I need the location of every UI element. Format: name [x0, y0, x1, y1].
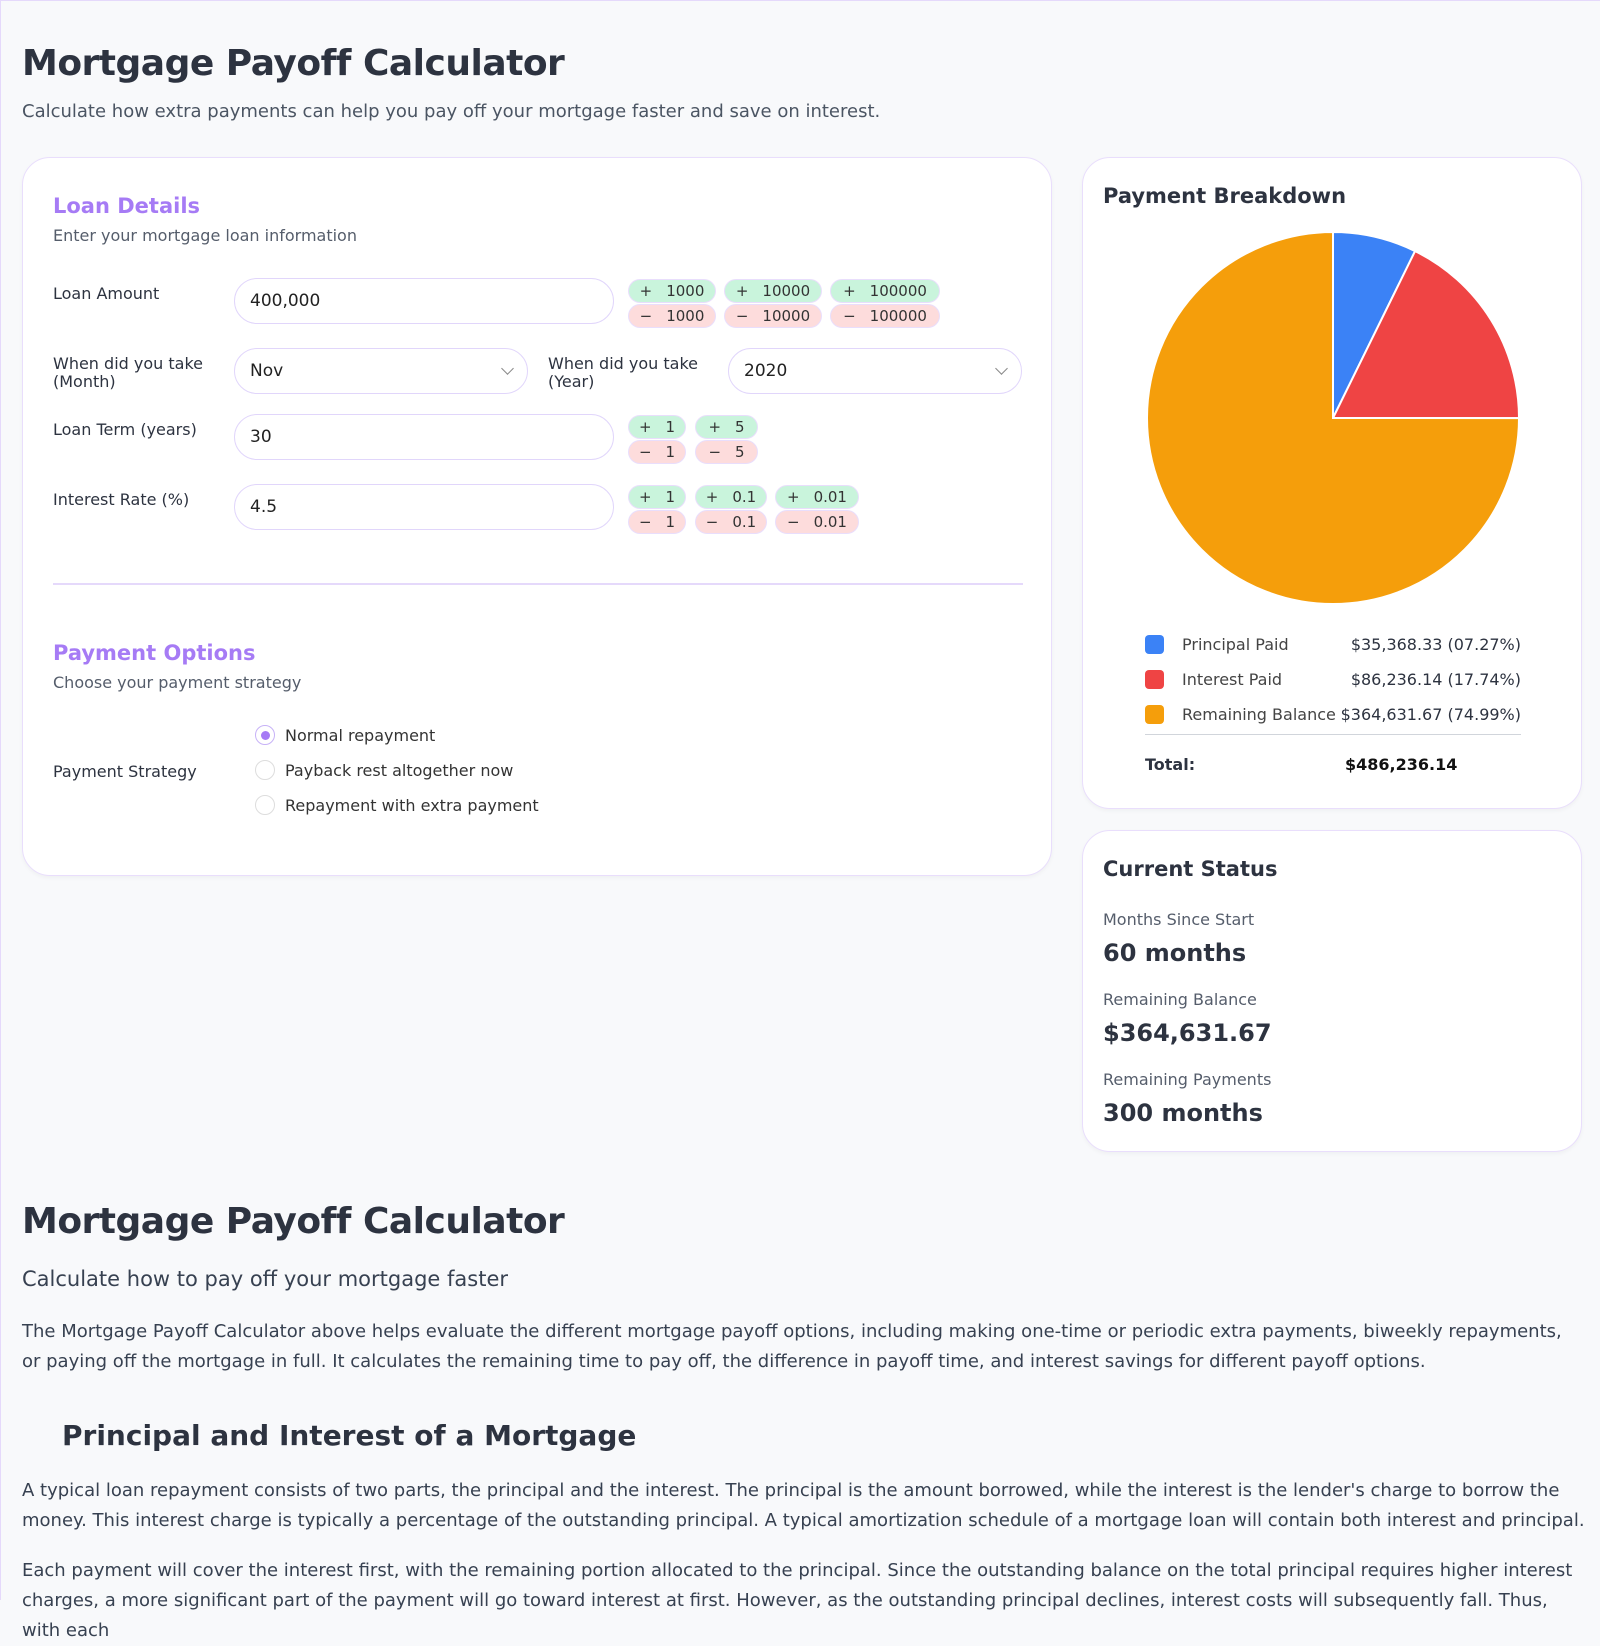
months-since-value: 60 months [1103, 939, 1247, 967]
month-select[interactable]: Nov [234, 348, 528, 394]
rate-minus-0.1-button[interactable]: −0.1 [695, 510, 767, 534]
rate-label: Interest Rate (%) [53, 490, 190, 509]
legend-remaining: Remaining Balance $364,631.67 (74.99%) [1145, 705, 1521, 724]
article-heading-principal-interest: Principal and Interest of a Mortgage [62, 1419, 637, 1452]
plus-100000-button[interactable]: +100000 [830, 279, 940, 303]
term-label: Loan Term (years) [53, 420, 197, 439]
minus-1000-button[interactable]: −1000 [628, 304, 716, 328]
term-plus-5-button[interactable]: +5 [695, 415, 758, 439]
minus-10000-button[interactable]: −10000 [724, 304, 822, 328]
total-value: $486,236.14 [1345, 755, 1458, 774]
chevron-down-icon [995, 362, 1008, 375]
legend-divider [1145, 734, 1521, 735]
breakdown-title: Payment Breakdown [1103, 184, 1347, 208]
year-label: When did you take (Year) [548, 354, 698, 391]
radio-unchecked-icon [255, 795, 275, 815]
minus-100000-button[interactable]: −100000 [830, 304, 940, 328]
article-paragraph-2: A typical loan repayment consists of two… [22, 1480, 1585, 1531]
term-minus-5-button[interactable]: −5 [695, 440, 758, 464]
remaining-payments-label: Remaining Payments [1103, 1070, 1272, 1089]
pie-chart [1146, 230, 1521, 605]
page-subtitle: Calculate how extra payments can help yo… [22, 101, 881, 122]
rate-plus-0.1-button[interactable]: +0.1 [695, 485, 767, 509]
year-value: 2020 [744, 361, 788, 381]
remaining-balance-value: $364,631.67 [1103, 1019, 1272, 1047]
chevron-down-icon [501, 362, 514, 375]
remaining-balance-label: Remaining Balance [1103, 990, 1257, 1009]
rate-minus-1-button[interactable]: −1 [628, 510, 686, 534]
interest-swatch [1145, 670, 1164, 689]
loan-details-subtitle: Enter your mortgage loan information [53, 226, 357, 245]
term-minus-1-button[interactable]: −1 [628, 440, 686, 464]
pie-slice-interest-paid [1331, 249, 1521, 420]
term-value: 30 [250, 427, 272, 447]
payment-breakdown-card: Payment Breakdown Principal Paid $35,368.… [1082, 157, 1582, 809]
article-paragraph-1: The Mortgage Payoff Calculator above hel… [22, 1321, 1562, 1372]
article-title: Mortgage Payoff Calculator [22, 1201, 565, 1242]
radio-extra-payment[interactable]: Repayment with extra payment [255, 795, 539, 815]
month-value: Nov [250, 361, 284, 381]
loan-details-title: Loan Details [53, 194, 201, 218]
loan-amount-input[interactable]: 400,000 [234, 278, 614, 324]
loan-amount-value: 400,000 [250, 291, 321, 311]
principal-swatch [1145, 635, 1164, 654]
rate-input[interactable]: 4.5 [234, 484, 614, 530]
term-plus-1-button[interactable]: +1 [628, 415, 686, 439]
months-since-label: Months Since Start [1103, 910, 1255, 929]
payment-strategy-label: Payment Strategy [53, 762, 197, 781]
payment-options-title: Payment Options [53, 641, 256, 665]
radio-checked-icon [255, 725, 275, 745]
year-select[interactable]: 2020 [728, 348, 1022, 394]
remaining-payments-value: 300 months [1103, 1099, 1263, 1127]
rate-plus-1-button[interactable]: +1 [628, 485, 686, 509]
radio-normal-repayment[interactable]: Normal repayment [255, 725, 435, 745]
radio-unchecked-icon [255, 760, 275, 780]
legend-interest: Interest Paid $86,236.14 (17.74%) [1145, 670, 1521, 689]
pie-slice-remaining-balance [1146, 230, 1521, 605]
rate-minus-0.01-button[interactable]: −0.01 [775, 510, 859, 534]
payment-options-subtitle: Choose your payment strategy [53, 673, 302, 692]
plus-10000-button[interactable]: +10000 [724, 279, 822, 303]
term-input[interactable]: 30 [234, 414, 614, 460]
loan-amount-label: Loan Amount [53, 284, 160, 303]
month-label: When did you take (Month) [53, 354, 203, 391]
total-label: Total: [1145, 755, 1196, 774]
divider [53, 583, 1023, 585]
legend-principal: Principal Paid $35,368.33 (07.27%) [1145, 635, 1521, 654]
radio-payback-now[interactable]: Payback rest altogether now [255, 760, 513, 780]
current-status-card: Current Status Months Since Start 60 mon… [1082, 830, 1582, 1152]
rate-value: 4.5 [250, 497, 278, 517]
remaining-swatch [1145, 705, 1164, 724]
status-title: Current Status [1103, 857, 1278, 881]
rate-plus-0.01-button[interactable]: +0.01 [775, 485, 859, 509]
plus-1000-button[interactable]: +1000 [628, 279, 716, 303]
article-paragraph-3: Each payment will cover the interest fir… [22, 1560, 1573, 1641]
loan-card: Loan Details Enter your mortgage loan in… [22, 157, 1052, 876]
article-subtitle: Calculate how to pay off your mortgage f… [22, 1267, 508, 1291]
page-title: Mortgage Payoff Calculator [22, 43, 565, 84]
